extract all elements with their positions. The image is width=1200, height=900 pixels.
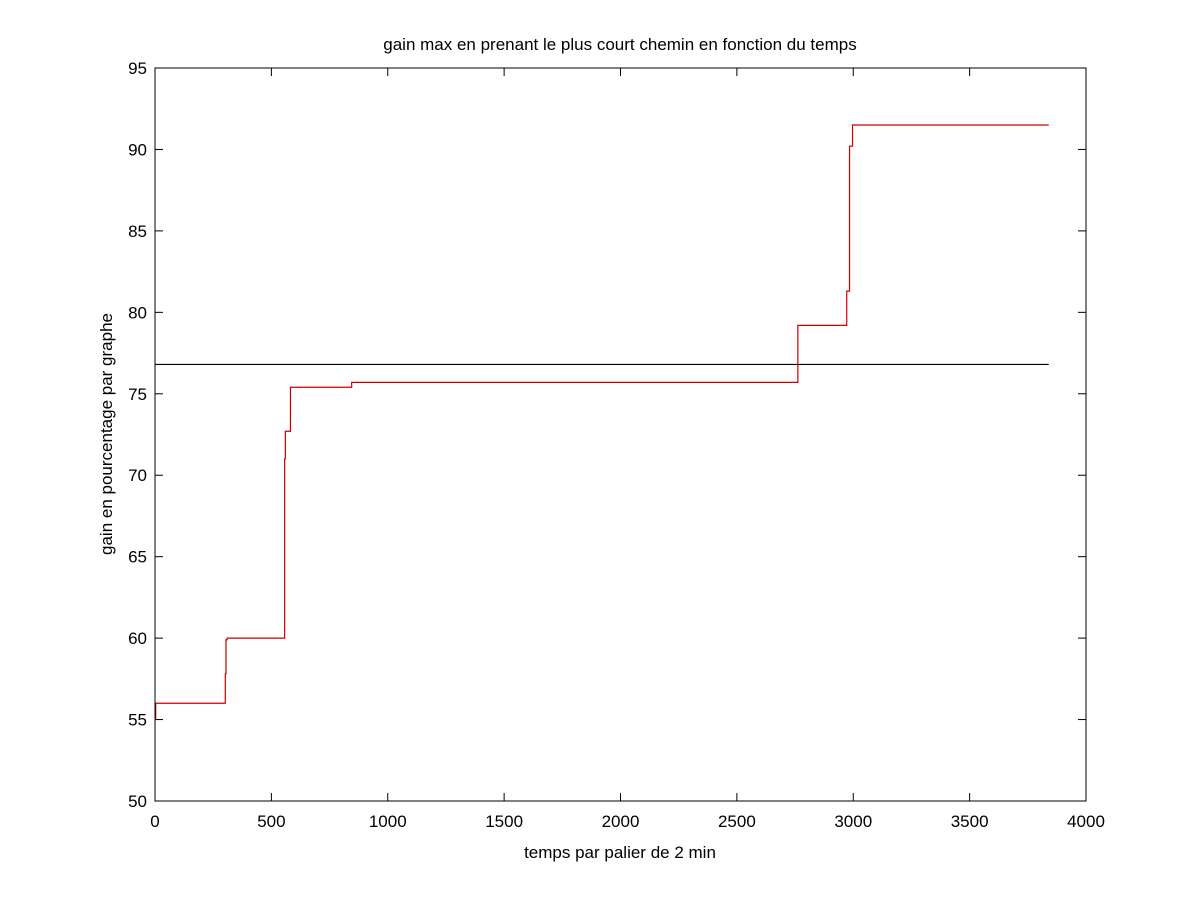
x-axis-label: temps par palier de 2 min xyxy=(524,843,716,862)
x-tick-label: 0 xyxy=(150,812,159,831)
y-axis-label: gain en pourcentage par graphe xyxy=(97,313,116,555)
y-tick-label: 95 xyxy=(128,59,147,78)
x-tick-label: 2500 xyxy=(718,812,756,831)
gain-step-line xyxy=(155,124,1049,721)
x-tick-label: 3500 xyxy=(951,812,989,831)
plot-area xyxy=(155,124,1049,721)
axes-frame xyxy=(154,67,1087,802)
chart-title: gain max en prenant le plus court chemin… xyxy=(383,35,856,54)
x-tick-label: 1500 xyxy=(485,812,523,831)
y-tick-label: 65 xyxy=(128,548,147,567)
y-tick-label: 75 xyxy=(128,385,147,404)
x-tick-label: 500 xyxy=(257,812,285,831)
x-tick-label: 1000 xyxy=(369,812,407,831)
y-tick-label: 60 xyxy=(128,629,147,648)
y-tick-label: 85 xyxy=(128,222,147,241)
x-tick-label: 3000 xyxy=(834,812,872,831)
y-tick-label: 55 xyxy=(128,711,147,730)
y-tick-label: 70 xyxy=(128,466,147,485)
y-tick-label: 50 xyxy=(128,792,147,811)
axis-ticks: 0 500 1000 1500 2000 2500 3000 3500 4000 50 55 60 65… xyxy=(128,59,1105,831)
y-tick-label: 80 xyxy=(128,303,147,322)
x-tick-label: 2000 xyxy=(602,812,640,831)
x-tick-label: 4000 xyxy=(1067,812,1105,831)
y-tick-label: 90 xyxy=(128,140,147,159)
